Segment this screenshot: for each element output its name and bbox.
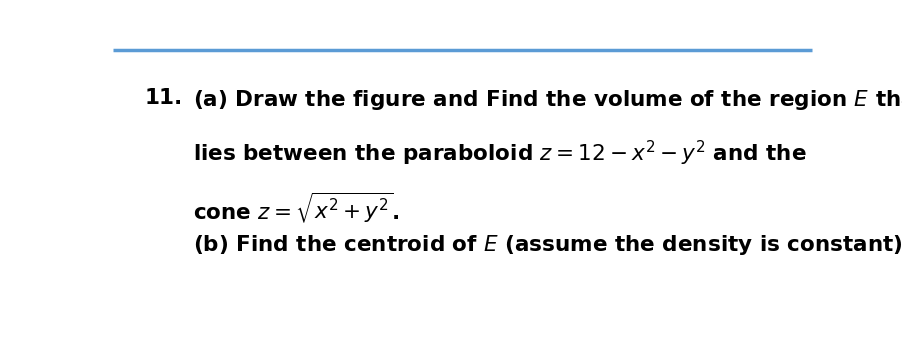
Text: 11.: 11. <box>144 87 182 108</box>
Text: (b) Find the centroid of $\mathit{E}$ (assume the density is constant): (b) Find the centroid of $\mathit{E}$ (a… <box>193 233 902 257</box>
Text: lies between the paraboloid $z = 12 - x^2 - y^2$ and the: lies between the paraboloid $z = 12 - x^… <box>193 139 807 168</box>
Text: cone $z = \sqrt{x^2 + y^2}$.: cone $z = \sqrt{x^2 + y^2}$. <box>193 190 400 225</box>
Text: (a) Draw the figure and Find the volume of the region $\mathit{E}$ that: (a) Draw the figure and Find the volume … <box>193 87 902 112</box>
